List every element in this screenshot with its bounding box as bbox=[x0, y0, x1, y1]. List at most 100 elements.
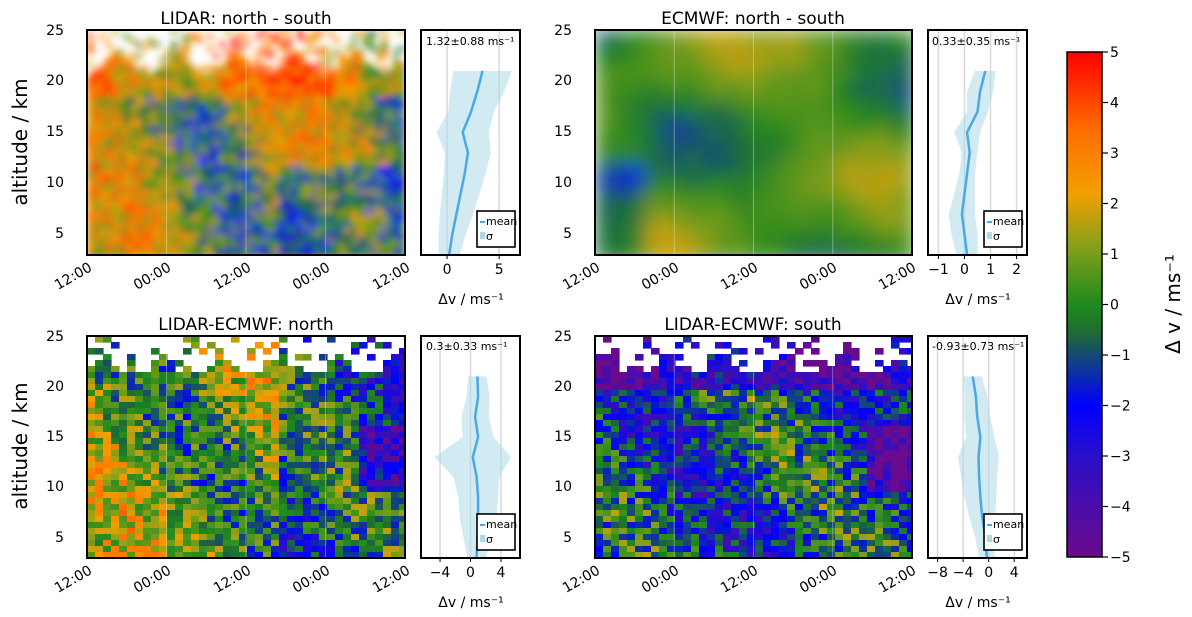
x-tick-labels: 12:00 00:00 12:00 00:00 12:00 bbox=[52, 260, 413, 294]
y-tick-labels: 5 10 15 20 25 bbox=[46, 23, 64, 242]
colorbar-tick-label: −4 bbox=[1110, 500, 1131, 516]
y-tick-labels: 5 10 15 20 25 bbox=[46, 329, 64, 546]
profile-x-tick-label: 0 bbox=[984, 565, 993, 581]
x-tick-label: 12:00 bbox=[211, 260, 254, 294]
panel-lidar-ecmwf-south: LIDAR-ECMWF: south 5 10 15 20 25 12:00 0… bbox=[554, 315, 1028, 611]
y-tick-label: 20 bbox=[554, 379, 572, 395]
x-tick-label: 12:00 bbox=[52, 563, 95, 597]
y-tick-label: 10 bbox=[554, 175, 572, 191]
profile-x-tick-label: 5 bbox=[495, 262, 504, 278]
y-tick-label: 15 bbox=[46, 429, 64, 445]
profile-frame bbox=[927, 335, 1028, 559]
x-tick-label: 12:00 bbox=[370, 563, 413, 597]
y-tick-label: 5 bbox=[563, 226, 572, 242]
profile-stat: 0.33±0.35 ms⁻¹ bbox=[932, 35, 1020, 48]
colorbar-tick-label: 3 bbox=[1110, 146, 1119, 162]
heatmap-area bbox=[595, 336, 912, 558]
panel-lidar-north-south: LIDAR: north - south altitude / km 5 10 … bbox=[8, 9, 521, 308]
y-tick-label: 10 bbox=[46, 175, 64, 191]
sigma-band bbox=[434, 376, 511, 558]
profile-x-tick-label: −1 bbox=[928, 262, 949, 278]
x-tick-label: 00:00 bbox=[797, 260, 840, 294]
y-tick-labels: 5 10 15 20 25 bbox=[554, 329, 572, 546]
x-tick-label: 00:00 bbox=[131, 563, 174, 597]
x-tick-label: 00:00 bbox=[639, 563, 682, 597]
x-tick-label: 00:00 bbox=[131, 260, 174, 294]
x-tick-labels: 12:00 00:00 12:00 00:00 12:00 bbox=[52, 563, 413, 597]
x-tick-labels: 12:00 00:00 12:00 00:00 12:00 bbox=[560, 260, 919, 294]
profile-stat: 1.32±0.88 ms⁻¹ bbox=[426, 35, 514, 48]
y-tick-label: 15 bbox=[554, 124, 572, 140]
x-tick-label: 12:00 bbox=[560, 563, 603, 597]
profile-x-tick-label: −8 bbox=[927, 565, 948, 581]
heatmap-title: ECMWF: north - south bbox=[661, 9, 845, 29]
heatmap-cells bbox=[87, 336, 405, 558]
y-tick-label: 20 bbox=[46, 73, 64, 89]
y-tick-label: 25 bbox=[554, 23, 572, 39]
profile-plot: −8 −4 0 4 mean σ bbox=[927, 335, 1028, 581]
legend-mean-label: mean bbox=[993, 518, 1024, 531]
y-axis-label: altitude / km bbox=[8, 78, 32, 205]
heatmap-frame bbox=[594, 335, 913, 559]
heatmap-cells bbox=[595, 30, 912, 255]
x-tick-label: 12:00 bbox=[876, 563, 919, 597]
profile-x-tick-label: −4 bbox=[430, 565, 451, 581]
legend-sigma-label: σ bbox=[486, 533, 493, 546]
y-tick-label: 25 bbox=[46, 23, 64, 39]
profile-x-label: Δv / ms⁻¹ bbox=[945, 292, 1010, 308]
colorbar-tick-label: 1 bbox=[1110, 247, 1119, 263]
colorbar-tick-label: 5 bbox=[1110, 45, 1119, 61]
y-tick-label: 20 bbox=[554, 73, 572, 89]
heatmap-cells bbox=[87, 30, 405, 255]
profile-stat: 0.3±0.33 ms⁻¹ bbox=[426, 340, 507, 353]
profile-plot: −1 0 1 2 mean σ bbox=[927, 29, 1028, 278]
profile-legend bbox=[476, 210, 516, 248]
heatmap-frame bbox=[86, 335, 406, 559]
profile-x-tick-label: 1 bbox=[986, 262, 995, 278]
colorbar-tick-label: 4 bbox=[1110, 96, 1119, 112]
profile-stat: -0.93±0.73 ms⁻¹ bbox=[932, 340, 1024, 353]
y-tick-label: 20 bbox=[46, 379, 64, 395]
y-tick-label: 5 bbox=[55, 226, 64, 242]
y-tick-label: 5 bbox=[563, 530, 572, 546]
legend-mean-label: mean bbox=[486, 518, 517, 531]
mean-line bbox=[447, 70, 484, 256]
sigma-band bbox=[948, 70, 996, 256]
legend-sigma-swatch bbox=[480, 232, 485, 239]
profile-legend bbox=[983, 210, 1023, 248]
panel-lidar-ecmwf-north: LIDAR-ECMWF: north altitude / km 5 10 15… bbox=[8, 315, 521, 611]
profile-plot: −4 0 4 mean σ bbox=[420, 335, 521, 581]
profile-x-tick-label: 2 bbox=[1012, 262, 1021, 278]
profile-frame bbox=[927, 29, 1028, 256]
y-tick-label: 15 bbox=[554, 429, 572, 445]
y-tick-label: 25 bbox=[554, 329, 572, 345]
colorbar-label: Δ v / ms⁻¹ bbox=[1161, 254, 1185, 354]
legend-mean-label: mean bbox=[993, 215, 1024, 228]
profile-x-tick-label: 4 bbox=[1010, 565, 1019, 581]
legend-sigma-swatch bbox=[987, 232, 992, 239]
profile-x-tick-label: 0 bbox=[443, 262, 452, 278]
x-tick-label: 12:00 bbox=[876, 260, 919, 294]
legend-sigma-swatch bbox=[987, 535, 992, 542]
x-tick-label: 12:00 bbox=[52, 260, 95, 294]
y-tick-label: 5 bbox=[55, 530, 64, 546]
profile-x-label: Δv / ms⁻¹ bbox=[438, 595, 503, 611]
profile-plot: 0 5 mean σ bbox=[420, 29, 521, 278]
profile-x-tick-label: 4 bbox=[497, 565, 506, 581]
x-tick-label: 00:00 bbox=[797, 563, 840, 597]
colorbar-tick-label: 2 bbox=[1110, 197, 1119, 213]
sigma-band bbox=[436, 70, 512, 256]
heatmap-frame bbox=[86, 29, 406, 256]
colorbar: 5 4 3 2 1 0 −1 −2 −3 −4 −5 Δ v / ms⁻¹ bbox=[1066, 45, 1185, 566]
y-axis-label: altitude / km bbox=[8, 382, 32, 509]
x-tick-label: 12:00 bbox=[718, 563, 761, 597]
y-tick-label: 25 bbox=[46, 329, 64, 345]
y-tick-labels: 5 10 15 20 25 bbox=[554, 23, 572, 242]
profile-x-label: Δv / ms⁻¹ bbox=[438, 292, 503, 308]
x-tick-label: 00:00 bbox=[290, 260, 333, 294]
profile-x-tick-label: 0 bbox=[466, 565, 475, 581]
legend-sigma-label: σ bbox=[486, 230, 493, 243]
x-tick-label: 12:00 bbox=[370, 260, 413, 294]
heatmap-frame bbox=[594, 29, 913, 256]
